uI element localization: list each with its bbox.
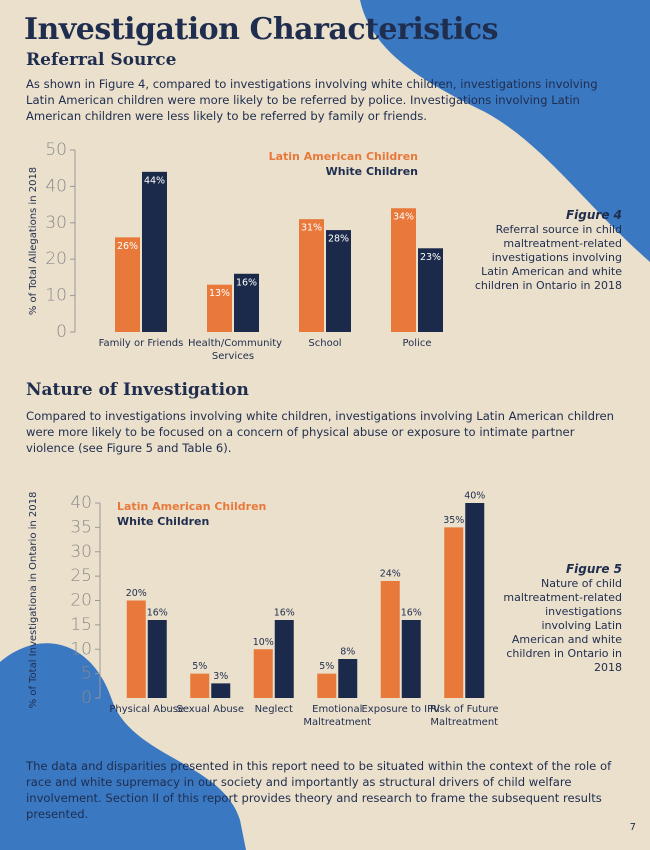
value-label: 16% bbox=[236, 277, 257, 288]
y-tick-label: 15 bbox=[70, 615, 92, 635]
value-label: 13% bbox=[209, 288, 230, 299]
value-label: 16% bbox=[274, 608, 295, 619]
figure-label: Figure 5 bbox=[565, 562, 622, 576]
x-tick-label: Neglect bbox=[254, 704, 293, 715]
bar bbox=[338, 659, 358, 698]
title: Investigation Characteristics bbox=[24, 12, 499, 47]
y-tick-label: 50 bbox=[45, 140, 67, 160]
value-label: 3% bbox=[213, 671, 228, 682]
y-tick-label: 5 bbox=[81, 664, 92, 684]
bar bbox=[253, 649, 273, 698]
y-tick-label: 40 bbox=[45, 176, 67, 196]
x-tick-label: Health/Community Services bbox=[188, 338, 283, 362]
y-tick-label: 30 bbox=[45, 213, 67, 233]
value-label: 40% bbox=[464, 491, 485, 502]
y-axis-label: % of Total Allegations in 2018 bbox=[28, 167, 39, 315]
blob bbox=[360, 0, 650, 262]
value-label: 8% bbox=[340, 647, 355, 658]
value-label: 5% bbox=[192, 661, 207, 672]
x-tick-label: Exposure to IPV bbox=[361, 704, 440, 715]
y-tick-label: 25 bbox=[70, 566, 92, 586]
bar bbox=[126, 600, 146, 698]
heading: Nature of Investigation bbox=[26, 380, 249, 400]
x-tick-label: Family or Friends bbox=[98, 338, 184, 349]
bar bbox=[274, 620, 294, 698]
paragraph: Compared to investigations involving whi… bbox=[26, 409, 614, 455]
bar bbox=[142, 171, 167, 332]
bar bbox=[115, 237, 140, 332]
value-label: 20% bbox=[126, 588, 147, 599]
value-label: 24% bbox=[380, 569, 401, 580]
y-tick-label: 40 bbox=[70, 493, 92, 513]
legend-entry: White Children bbox=[326, 165, 418, 178]
y-tick-label: 0 bbox=[81, 688, 92, 708]
figure-label: Figure 4 bbox=[565, 208, 622, 222]
bar bbox=[465, 503, 485, 698]
figure-caption: Nature of child maltreatment-related inv… bbox=[503, 577, 622, 674]
value-label: 23% bbox=[420, 252, 441, 263]
x-tick-label: Emotional Maltreatment bbox=[303, 704, 372, 728]
value-label: 28% bbox=[328, 234, 349, 245]
x-tick-label: Risk of Future Maltreatment bbox=[429, 704, 499, 728]
y-axis-label: % of Total Investigationa in Ontario in … bbox=[28, 492, 39, 709]
value-label: 26% bbox=[117, 241, 138, 252]
bar bbox=[444, 527, 464, 698]
bar bbox=[190, 673, 210, 698]
value-label: 31% bbox=[301, 223, 322, 234]
legend-entry: Latin American Children bbox=[269, 150, 418, 163]
legend-entry: White Children bbox=[117, 515, 209, 528]
bar bbox=[207, 284, 232, 332]
x-tick-label: Sexual Abuse bbox=[176, 704, 245, 715]
value-label: 34% bbox=[393, 212, 414, 223]
y-tick-label: 20 bbox=[70, 591, 92, 611]
x-tick-label: Police bbox=[402, 338, 432, 349]
bar bbox=[401, 620, 421, 698]
paragraph: The data and disparities presented in th… bbox=[26, 759, 612, 821]
heading: Referral Source bbox=[26, 50, 177, 70]
y-tick-label: 10 bbox=[45, 286, 67, 306]
bar bbox=[418, 248, 443, 332]
value-label: 5% bbox=[319, 661, 334, 672]
bar bbox=[380, 581, 400, 698]
y-tick-label: 0 bbox=[56, 322, 67, 342]
bar bbox=[147, 620, 167, 698]
bar bbox=[391, 208, 416, 332]
y-tick-label: 10 bbox=[70, 639, 92, 659]
value-label: 16% bbox=[147, 608, 168, 619]
y-tick-label: 20 bbox=[45, 249, 67, 269]
bar bbox=[317, 673, 337, 698]
x-tick-label: Physical Abuse bbox=[109, 704, 185, 715]
value-label: 35% bbox=[443, 515, 464, 526]
value-label: 16% bbox=[401, 608, 422, 619]
bar bbox=[326, 230, 351, 332]
bar bbox=[299, 219, 324, 332]
value-label: 10% bbox=[253, 637, 274, 648]
y-tick-label: 30 bbox=[70, 542, 92, 562]
page-number: 7 bbox=[629, 822, 636, 833]
legend-entry: Latin American Children bbox=[117, 500, 266, 513]
figure-caption: Referral source in child maltreatment-re… bbox=[474, 223, 622, 292]
blob bbox=[0, 643, 246, 850]
paragraph: As shown in Figure 4, compared to invest… bbox=[26, 77, 598, 123]
y-tick-label: 35 bbox=[70, 517, 92, 537]
bar bbox=[234, 273, 259, 332]
x-tick-label: School bbox=[308, 338, 342, 349]
bar bbox=[211, 683, 231, 698]
value-label: 44% bbox=[144, 175, 165, 186]
